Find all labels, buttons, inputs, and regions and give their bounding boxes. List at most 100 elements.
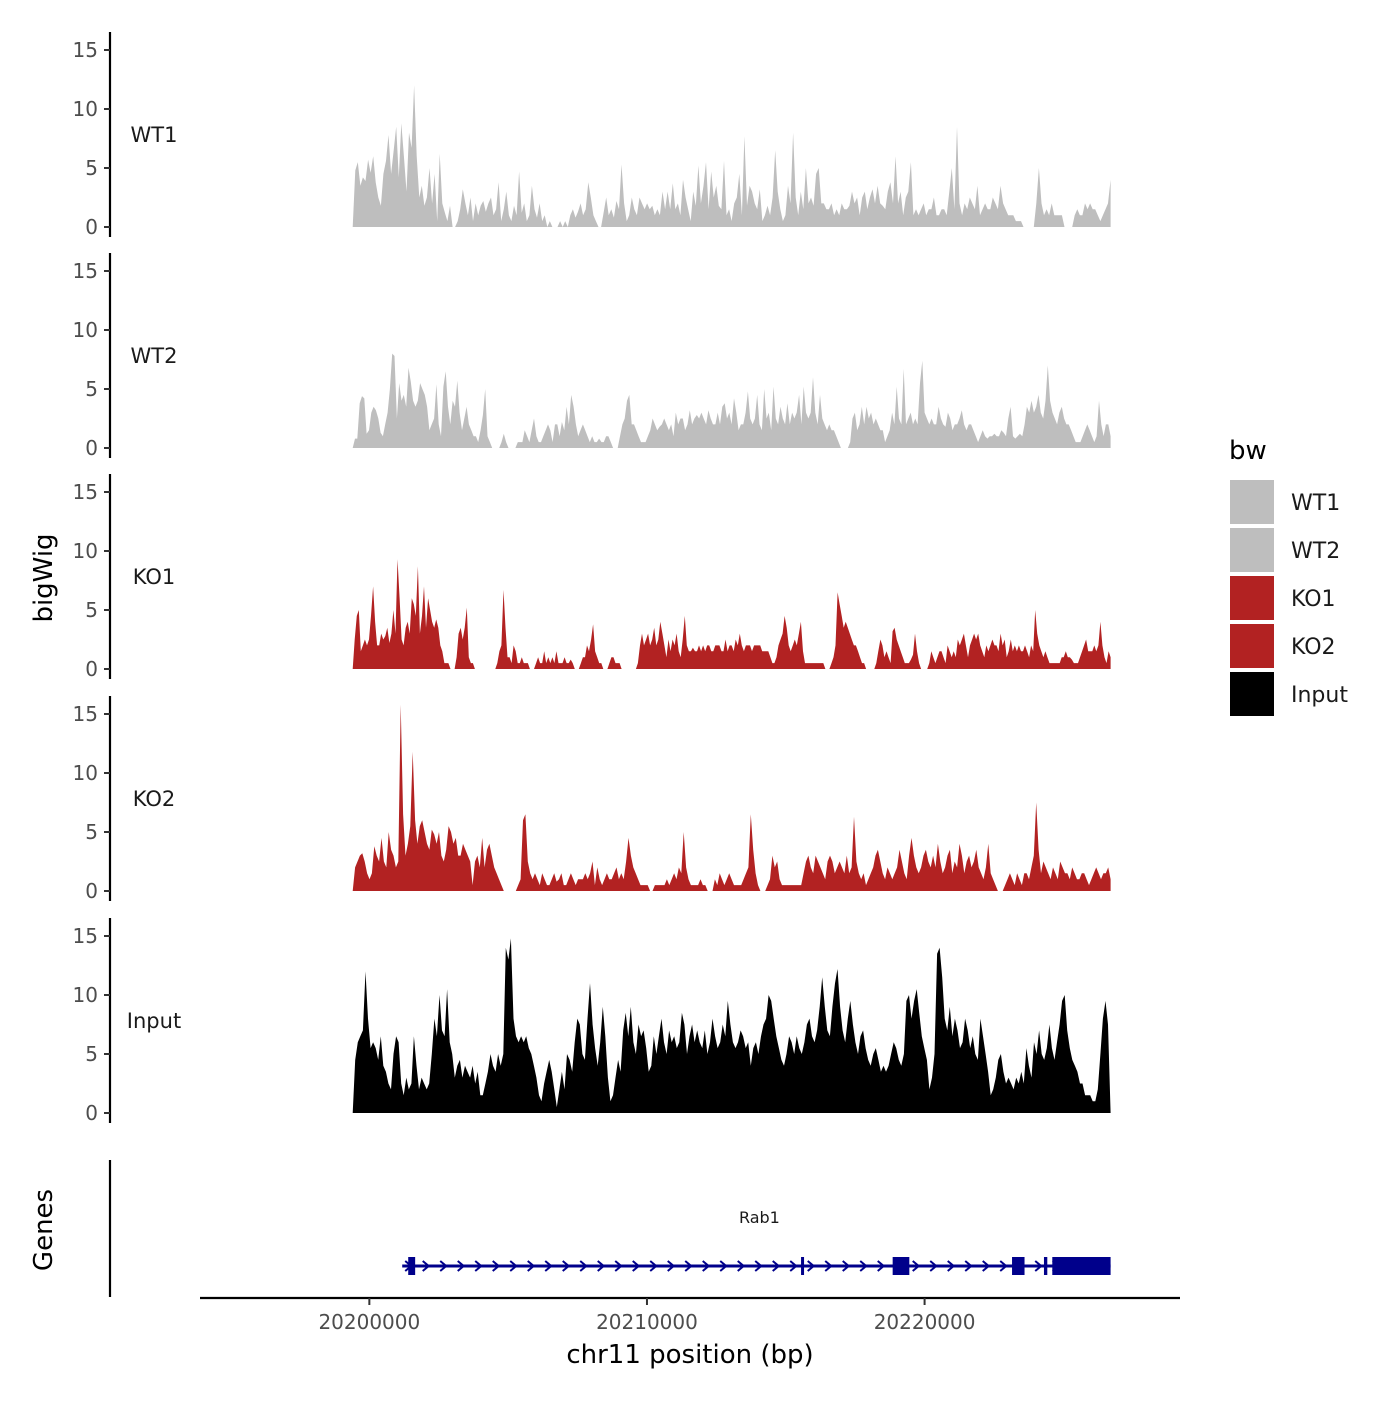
y-tick-label: 5 bbox=[85, 1042, 98, 1066]
y-tick-label: 10 bbox=[73, 97, 98, 121]
strand-arrow bbox=[492, 1260, 501, 1272]
strand-arrow bbox=[702, 1260, 711, 1272]
y-tick-label: 0 bbox=[85, 1101, 98, 1125]
gene-rab1: Rab1 bbox=[402, 1208, 1111, 1275]
x-tick-label: 20220000 bbox=[874, 1310, 976, 1334]
track-label: Input bbox=[127, 1009, 181, 1033]
strand-arrow bbox=[667, 1260, 676, 1272]
strand-arrow bbox=[842, 1260, 851, 1272]
series-area-ko1 bbox=[352, 559, 1111, 669]
y-tick-label: 5 bbox=[85, 156, 98, 180]
track-label: WT1 bbox=[131, 123, 178, 147]
strand-arrow bbox=[422, 1260, 431, 1272]
strand-arrow bbox=[999, 1260, 1008, 1272]
gene-exon bbox=[1012, 1257, 1025, 1275]
y-tick-label: 0 bbox=[85, 657, 98, 681]
x-axis-title: chr11 position (bp) bbox=[566, 1340, 813, 1370]
x-tick-label: 20210000 bbox=[596, 1310, 698, 1334]
strand-arrow bbox=[912, 1260, 921, 1272]
series-area-wt2 bbox=[352, 353, 1111, 448]
legend-label: KO2 bbox=[1291, 635, 1336, 660]
strand-arrow bbox=[509, 1260, 518, 1272]
series-area-ko2 bbox=[352, 704, 1111, 891]
strand-arrow bbox=[982, 1260, 991, 1272]
strand-arrow bbox=[579, 1260, 588, 1272]
track-label: KO2 bbox=[133, 787, 176, 811]
strand-arrow bbox=[754, 1260, 763, 1272]
strand-arrow bbox=[737, 1260, 746, 1272]
legend-item-wt2: WT2 bbox=[1230, 528, 1340, 572]
strand-arrow bbox=[789, 1260, 798, 1272]
strand-arrow bbox=[439, 1260, 448, 1272]
legend-swatch bbox=[1230, 672, 1274, 716]
y-axis-title: bigWig bbox=[29, 533, 59, 622]
legend-swatch bbox=[1230, 576, 1274, 620]
strand-arrow bbox=[859, 1260, 868, 1272]
strand-arrow bbox=[562, 1260, 571, 1272]
strand-arrow bbox=[947, 1260, 956, 1272]
legend-item-ko2: KO2 bbox=[1230, 624, 1336, 668]
y-tick-label: 15 bbox=[73, 924, 98, 948]
y-tick-label: 15 bbox=[73, 480, 98, 504]
y-tick-label: 0 bbox=[85, 436, 98, 460]
legend-title: bw bbox=[1229, 436, 1267, 466]
genes-axis-title: Genes bbox=[29, 1189, 59, 1271]
strand-arrow bbox=[877, 1260, 886, 1272]
gene-exon bbox=[408, 1257, 416, 1275]
legend-item-wt1: WT1 bbox=[1230, 480, 1340, 524]
strand-arrow bbox=[474, 1260, 483, 1272]
gene-label: Rab1 bbox=[739, 1208, 780, 1227]
strand-arrow bbox=[527, 1260, 536, 1272]
strand-arrow bbox=[772, 1260, 781, 1272]
legend-label: WT2 bbox=[1291, 539, 1340, 564]
y-tick-label: 10 bbox=[73, 318, 98, 342]
legend-item-ko1: KO1 bbox=[1230, 576, 1336, 620]
strand-arrow bbox=[632, 1260, 641, 1272]
y-tick-label: 10 bbox=[73, 761, 98, 785]
strand-arrow bbox=[544, 1260, 553, 1272]
gene-exon bbox=[892, 1257, 910, 1275]
y-tick-label: 5 bbox=[85, 598, 98, 622]
track-input: 0 5 10 15 Input bbox=[73, 918, 1111, 1125]
legend-label: Input bbox=[1291, 683, 1348, 708]
track-ko1: 0 5 10 15 KO1 bbox=[73, 474, 1111, 681]
series-area-input bbox=[352, 938, 1111, 1113]
strand-arrow bbox=[929, 1260, 938, 1272]
legend-label: KO1 bbox=[1291, 587, 1336, 612]
track-wt1: 0 5 10 15 WT1 bbox=[73, 32, 1111, 239]
y-tick-label: 15 bbox=[73, 259, 98, 283]
strand-arrow bbox=[649, 1260, 658, 1272]
strand-arrow bbox=[457, 1260, 466, 1272]
strand-arrow bbox=[719, 1260, 728, 1272]
y-tick-label: 5 bbox=[85, 820, 98, 844]
strand-arrow bbox=[597, 1260, 606, 1272]
track-ko2: 0 5 10 15 KO2 bbox=[73, 696, 1111, 903]
strand-arrow bbox=[964, 1260, 973, 1272]
x-tick-label: 20200000 bbox=[318, 1310, 420, 1334]
legend-swatch bbox=[1230, 624, 1274, 668]
gene-exon bbox=[801, 1257, 805, 1275]
track-label: KO1 bbox=[133, 565, 176, 589]
y-tick-label: 15 bbox=[73, 702, 98, 726]
y-tick-label: 5 bbox=[85, 377, 98, 401]
strand-arrow bbox=[1034, 1260, 1043, 1272]
y-tick-label: 0 bbox=[85, 215, 98, 239]
series-area-wt1 bbox=[352, 85, 1111, 228]
legend-item-input: Input bbox=[1230, 672, 1348, 716]
legend-label: WT1 bbox=[1291, 491, 1340, 516]
y-tick-label: 0 bbox=[85, 879, 98, 903]
legend-swatch bbox=[1230, 528, 1274, 572]
strand-arrow bbox=[684, 1260, 693, 1272]
track-wt2: 0 5 10 15 WT2 bbox=[73, 253, 1111, 460]
y-tick-label: 15 bbox=[73, 38, 98, 62]
track-label: WT2 bbox=[131, 344, 178, 368]
y-tick-label: 10 bbox=[73, 539, 98, 563]
y-tick-label: 10 bbox=[73, 983, 98, 1007]
strand-arrow bbox=[614, 1260, 623, 1272]
gene-exon bbox=[1043, 1257, 1048, 1275]
strand-arrow bbox=[824, 1260, 833, 1272]
strand-arrow bbox=[807, 1260, 816, 1272]
gene-exon bbox=[1052, 1257, 1111, 1275]
